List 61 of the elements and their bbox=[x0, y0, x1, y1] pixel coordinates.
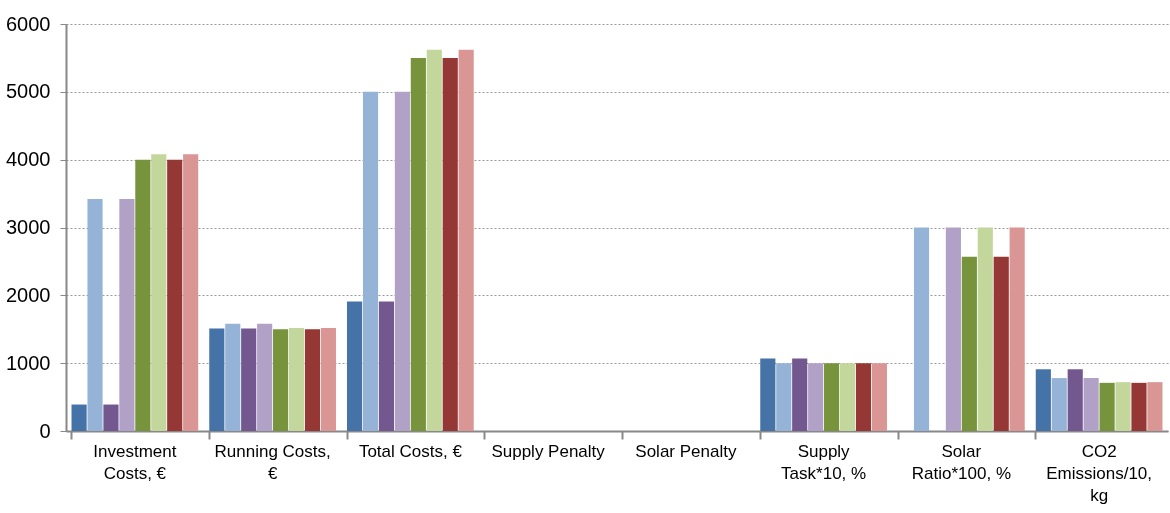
bar bbox=[257, 323, 273, 431]
bar bbox=[945, 227, 961, 431]
y-tick-label: 4000 bbox=[6, 148, 51, 171]
bar bbox=[426, 49, 442, 431]
bar bbox=[760, 358, 776, 431]
bar bbox=[1147, 382, 1163, 431]
bar bbox=[71, 404, 87, 431]
bar bbox=[151, 154, 167, 431]
bar bbox=[225, 323, 241, 431]
y-tick-label: 5000 bbox=[6, 80, 51, 103]
x-tick-label: Solar Ratio*100, % bbox=[911, 441, 1011, 483]
bar bbox=[119, 199, 135, 431]
bar bbox=[792, 358, 808, 431]
bar bbox=[1099, 382, 1115, 431]
bar bbox=[1051, 378, 1067, 431]
x-tick-label: Supply Task*10, % bbox=[781, 441, 867, 483]
y-tick-label: 0 bbox=[39, 419, 51, 442]
x-tick-label: Running Costs, € bbox=[214, 441, 331, 483]
bar bbox=[304, 329, 321, 431]
bar bbox=[394, 91, 410, 431]
bar bbox=[209, 328, 225, 431]
bar bbox=[977, 227, 993, 431]
bar bbox=[961, 256, 977, 431]
bar bbox=[347, 301, 363, 431]
bar bbox=[135, 159, 151, 431]
bar bbox=[320, 327, 336, 431]
x-tick-label: CO2 Emissions/10, kg bbox=[1046, 441, 1153, 505]
y-tick-label: 3000 bbox=[6, 216, 51, 238]
bar bbox=[855, 363, 872, 431]
bar bbox=[776, 363, 792, 431]
bar bbox=[288, 327, 305, 431]
bar bbox=[824, 363, 840, 431]
y-tick-label: 6000 bbox=[6, 12, 51, 35]
bar bbox=[839, 363, 856, 431]
bar bbox=[378, 301, 395, 431]
bar bbox=[1035, 369, 1051, 431]
x-tick-label: Supply Penalty bbox=[491, 441, 606, 461]
bar bbox=[183, 154, 199, 431]
x-tick-label: Total Costs, € bbox=[358, 441, 463, 461]
bar bbox=[808, 363, 824, 431]
bar bbox=[103, 404, 119, 431]
bar bbox=[1115, 382, 1131, 431]
x-tick-label: Solar Penalty bbox=[635, 441, 737, 461]
bar bbox=[87, 199, 103, 431]
bar bbox=[458, 49, 474, 431]
y-tick-label: 2000 bbox=[6, 283, 51, 306]
bar bbox=[241, 328, 257, 431]
bar bbox=[442, 57, 458, 431]
bar bbox=[362, 91, 379, 431]
bar bbox=[913, 227, 930, 431]
bar bbox=[167, 159, 183, 431]
bar bbox=[1067, 369, 1083, 431]
bar bbox=[1009, 227, 1025, 431]
bar bbox=[1083, 378, 1099, 431]
y-tick-label: 1000 bbox=[6, 351, 51, 374]
bar bbox=[1131, 382, 1147, 431]
bar bbox=[410, 57, 426, 431]
bar bbox=[273, 329, 289, 431]
x-tick-label: Investment Costs, € bbox=[93, 441, 177, 483]
bar bbox=[871, 363, 887, 431]
bar bbox=[993, 256, 1009, 431]
